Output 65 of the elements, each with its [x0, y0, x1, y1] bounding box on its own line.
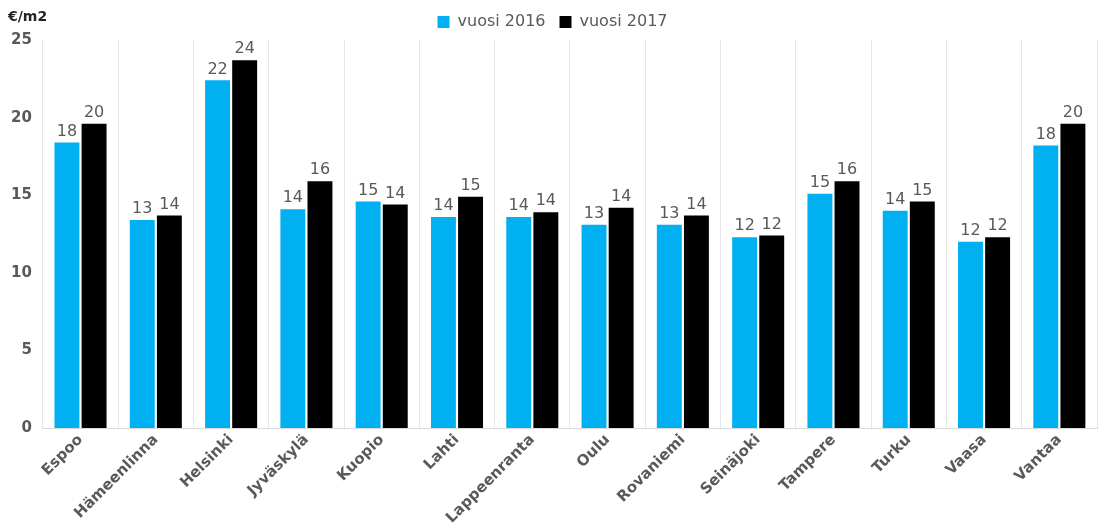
bar [1033, 145, 1059, 429]
data-label: 12 [734, 215, 755, 235]
data-label: 15 [809, 171, 831, 191]
data-label: 14 [159, 193, 180, 213]
bar [307, 181, 333, 429]
data-label: 15 [357, 179, 379, 199]
data-label: 15 [912, 179, 933, 199]
data-label: 14 [535, 190, 557, 210]
y-tick-label: 5 [21, 340, 32, 359]
bar [581, 224, 607, 429]
data-label: 24 [234, 38, 255, 58]
data-label: 13 [659, 202, 680, 222]
bar [533, 212, 559, 429]
data-label: 13 [132, 198, 153, 218]
data-label: 14 [385, 182, 406, 202]
bar [1060, 123, 1086, 429]
data-label: 14 [433, 195, 454, 215]
data-label: 20 [83, 101, 105, 121]
bar [129, 220, 155, 429]
bar [205, 80, 231, 429]
data-label: 18 [56, 120, 78, 140]
bar [458, 196, 484, 429]
data-label: 16 [836, 159, 858, 179]
bar [232, 60, 258, 429]
bar [834, 181, 860, 429]
data-label: 12 [987, 215, 1008, 235]
data-label: 12 [761, 213, 782, 233]
data-label: 14 [686, 193, 707, 213]
y-tick-label: 20 [11, 107, 32, 126]
bar [656, 224, 682, 429]
bar [882, 210, 908, 429]
bar [608, 207, 634, 429]
bar [807, 193, 833, 429]
data-label: 22 [207, 58, 228, 78]
data-label: 14 [508, 195, 529, 215]
data-label: 13 [583, 202, 605, 222]
data-label: 14 [610, 185, 632, 205]
bar [81, 123, 107, 429]
y-tick-label: 0 [21, 417, 32, 436]
data-label: 12 [960, 219, 981, 239]
bar [355, 201, 381, 429]
data-label: 20 [1062, 101, 1084, 121]
bar [909, 201, 935, 429]
data-label: 18 [1035, 123, 1056, 143]
bar [759, 235, 785, 429]
bar [54, 142, 80, 429]
data-label: 15 [460, 174, 481, 194]
legend-label: vuosi 2017 [579, 11, 668, 31]
data-label: 14 [282, 187, 304, 207]
bar [958, 241, 983, 429]
bar [506, 216, 532, 429]
bar [156, 215, 182, 429]
bar [732, 237, 758, 429]
bar [382, 204, 408, 429]
y-tick-label: 15 [11, 185, 32, 204]
legend-label: vuosi 2016 [457, 11, 546, 31]
y-tick-label: 25 [11, 29, 32, 48]
y-tick-label: 10 [11, 262, 32, 281]
bar [683, 215, 709, 429]
data-label: 14 [885, 188, 906, 208]
bar [430, 216, 456, 429]
bar [985, 237, 1011, 429]
y-axis-title: €/m2 [7, 7, 48, 24]
data-label: 16 [309, 159, 331, 179]
bar [280, 209, 306, 429]
